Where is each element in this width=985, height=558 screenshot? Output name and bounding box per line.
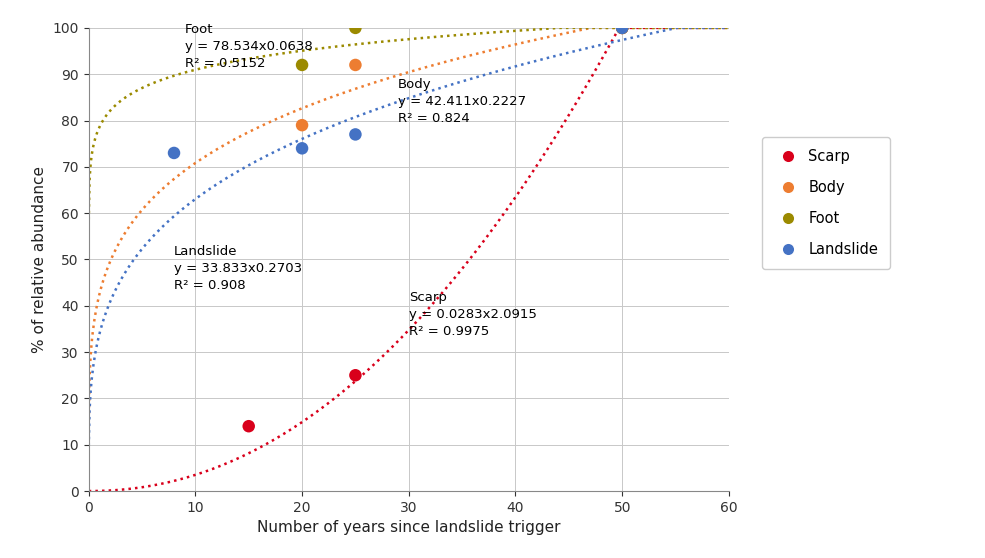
Point — [348, 60, 363, 69]
Point — [348, 371, 363, 379]
Point — [615, 23, 630, 32]
Point — [295, 60, 310, 69]
Y-axis label: % of relative abundance: % of relative abundance — [32, 166, 47, 353]
Point — [295, 144, 310, 153]
Text: Foot
y = 78.534x0.0638
R² = 0.5152: Foot y = 78.534x0.0638 R² = 0.5152 — [185, 22, 312, 70]
Point — [295, 121, 310, 129]
Point — [615, 23, 630, 32]
Legend: Scarp, Body, Foot, Landslide: Scarp, Body, Foot, Landslide — [761, 137, 890, 268]
Text: Body
y = 42.411x0.2227
R² = 0.824: Body y = 42.411x0.2227 R² = 0.824 — [398, 78, 526, 125]
X-axis label: Number of years since landslide trigger: Number of years since landslide trigger — [257, 520, 560, 535]
Text: Scarp
y = 0.0283x2.0915
R² = 0.9975: Scarp y = 0.0283x2.0915 R² = 0.9975 — [409, 291, 537, 338]
Point — [348, 23, 363, 32]
Point — [166, 148, 182, 157]
Text: Landslide
y = 33.833x0.2703
R² = 0.908: Landslide y = 33.833x0.2703 R² = 0.908 — [174, 245, 302, 292]
Point — [348, 130, 363, 139]
Point — [615, 23, 630, 32]
Point — [240, 422, 256, 431]
Point — [615, 23, 630, 32]
